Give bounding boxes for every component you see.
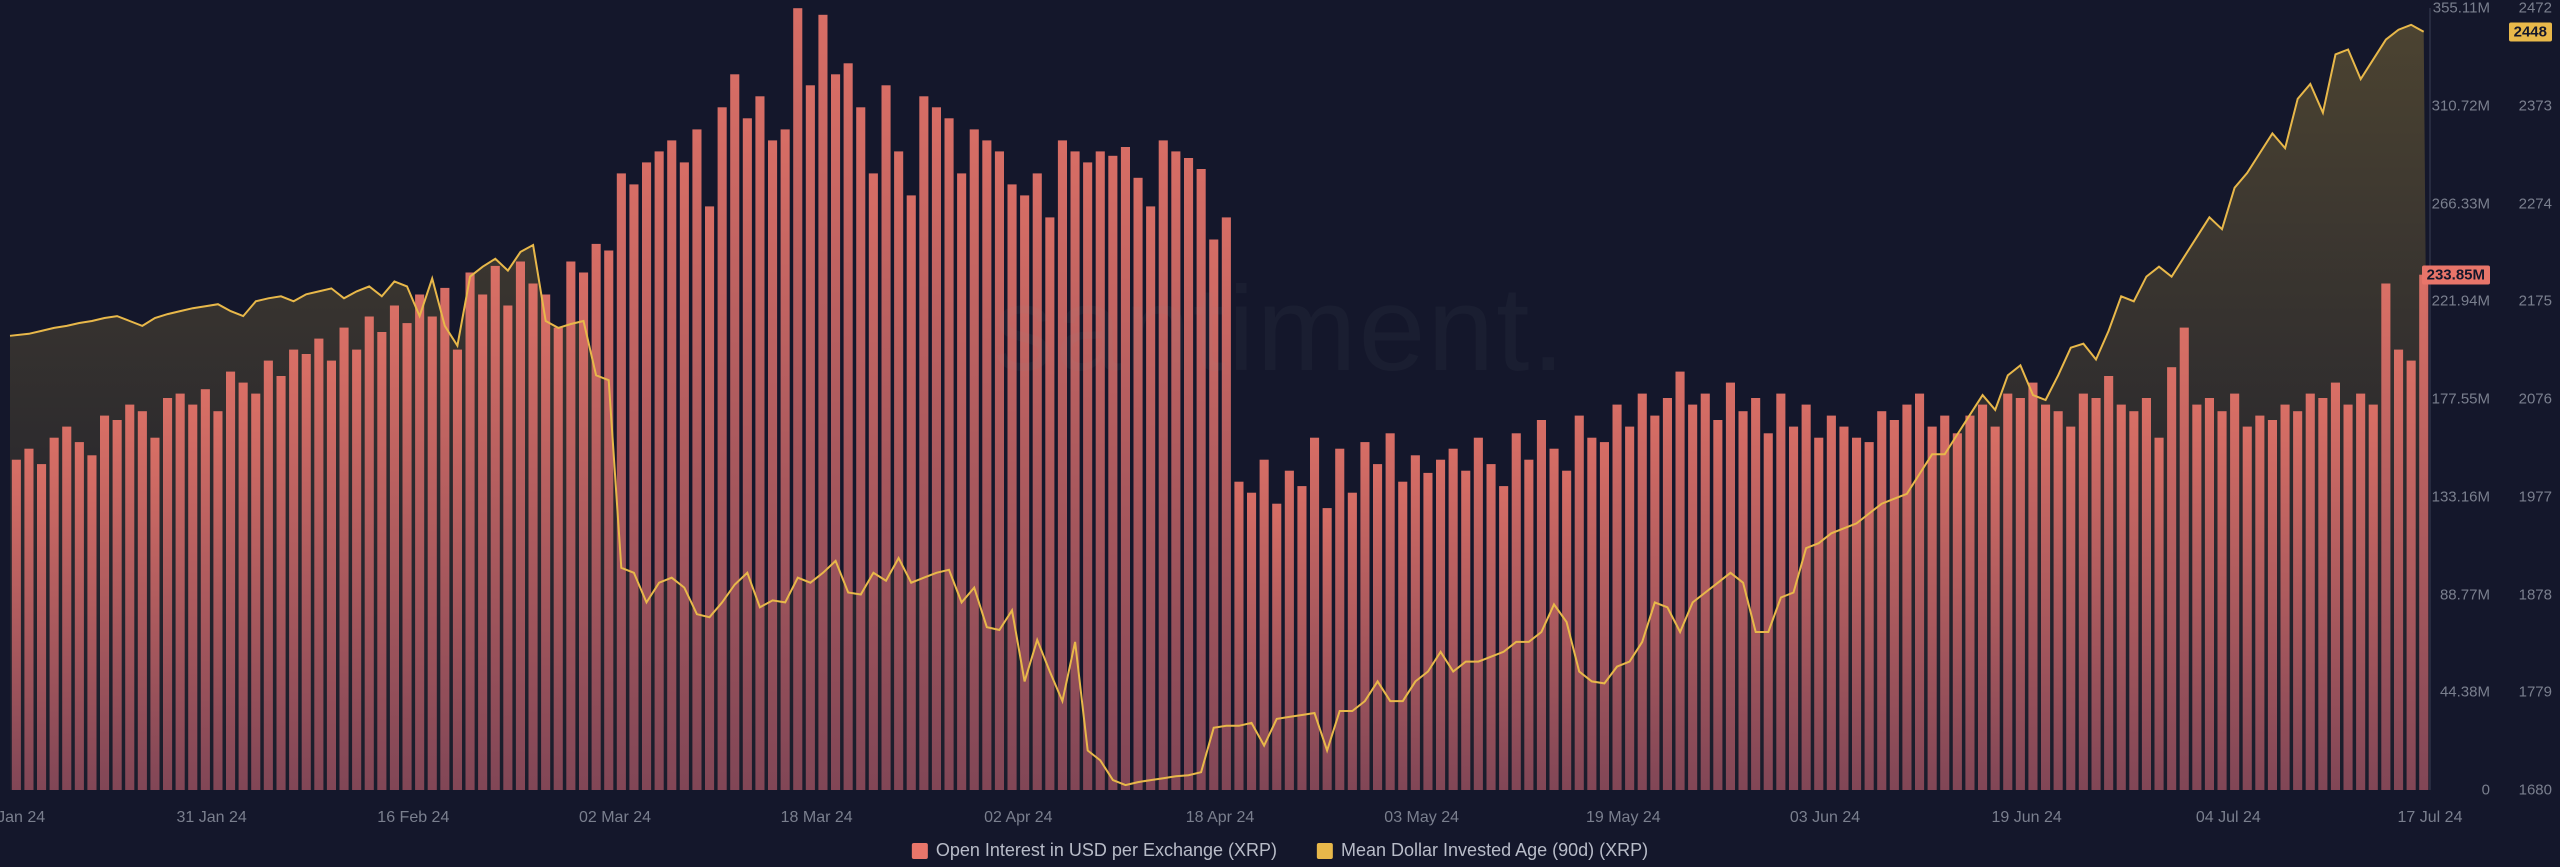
x-tick: 04 Jul 24 bbox=[2196, 809, 2261, 827]
legend-swatch-icon bbox=[1317, 843, 1333, 859]
y-left-tick: 0 bbox=[2482, 782, 2490, 799]
y-left-tick: 44.38M bbox=[2440, 684, 2490, 701]
legend-swatch-icon bbox=[912, 843, 928, 859]
y-left-tick: 355.11M bbox=[2433, 0, 2490, 17]
crypto-chart[interactable]: santiment. 355.11M310.72M266.33M221.94M1… bbox=[0, 0, 2560, 867]
y-right-tick: 1680 bbox=[2519, 782, 2552, 799]
y-left-tick: 310.72M bbox=[2432, 97, 2490, 114]
legend-item-open-interest: Open Interest in USD per Exchange (XRP) bbox=[912, 840, 1277, 861]
x-tick: 17 Jul 24 bbox=[2398, 809, 2463, 827]
x-tick: 03 May 24 bbox=[1384, 809, 1459, 827]
y-right-tick: 2472 bbox=[2519, 0, 2552, 17]
legend: Open Interest in USD per Exchange (XRP) … bbox=[912, 840, 1648, 861]
y-right-tick: 2175 bbox=[2519, 293, 2552, 310]
x-tick: 19 May 24 bbox=[1586, 809, 1661, 827]
y-right-tick: 1878 bbox=[2519, 586, 2552, 603]
legend-item-mean-age: Mean Dollar Invested Age (90d) (XRP) bbox=[1317, 840, 1648, 861]
x-tick: 19 Jun 24 bbox=[1992, 809, 2062, 827]
x-axis: 16 Jan 2431 Jan 2416 Feb 2402 Mar 2418 M… bbox=[10, 809, 2440, 829]
y-right-current-badge: 2448 bbox=[2509, 22, 2552, 41]
x-tick: 31 Jan 24 bbox=[177, 809, 247, 827]
chart-plot bbox=[0, 0, 2560, 867]
y-right-tick: 2076 bbox=[2519, 391, 2552, 408]
y-left-tick: 133.16M bbox=[2432, 488, 2490, 505]
y-right-tick: 2274 bbox=[2519, 195, 2552, 212]
x-tick: 16 Jan 24 bbox=[0, 809, 45, 827]
y-left-current-badge: 233.85M bbox=[2422, 266, 2490, 285]
y-right-tick: 1977 bbox=[2519, 488, 2552, 505]
y-left-tick: 266.33M bbox=[2432, 195, 2490, 212]
x-tick: 18 Mar 24 bbox=[781, 809, 853, 827]
y-axis-left: 355.11M 310.72M 266.33M 221.94M 177.55M 133.1… bbox=[2435, 0, 2490, 790]
y-right-tick: 2373 bbox=[2519, 97, 2552, 114]
legend-label: Open Interest in USD per Exchange (XRP) bbox=[936, 840, 1277, 861]
x-tick: 02 Mar 24 bbox=[579, 809, 651, 827]
y-right-tick: 1779 bbox=[2519, 684, 2552, 701]
x-tick: 03 Jun 24 bbox=[1790, 809, 1860, 827]
x-tick: 02 Apr 24 bbox=[984, 809, 1053, 827]
x-tick: 18 Apr 24 bbox=[1186, 809, 1255, 827]
y-left-tick: 177.55M bbox=[2432, 391, 2490, 408]
y-axis-right: 2472237322742175207619771878177916802448 bbox=[2502, 0, 2552, 790]
y-left-tick: 88.77M bbox=[2440, 586, 2490, 603]
y-left-tick: 221.94M bbox=[2432, 293, 2490, 310]
legend-label: Mean Dollar Invested Age (90d) (XRP) bbox=[1341, 840, 1648, 861]
x-tick: 16 Feb 24 bbox=[377, 809, 449, 827]
